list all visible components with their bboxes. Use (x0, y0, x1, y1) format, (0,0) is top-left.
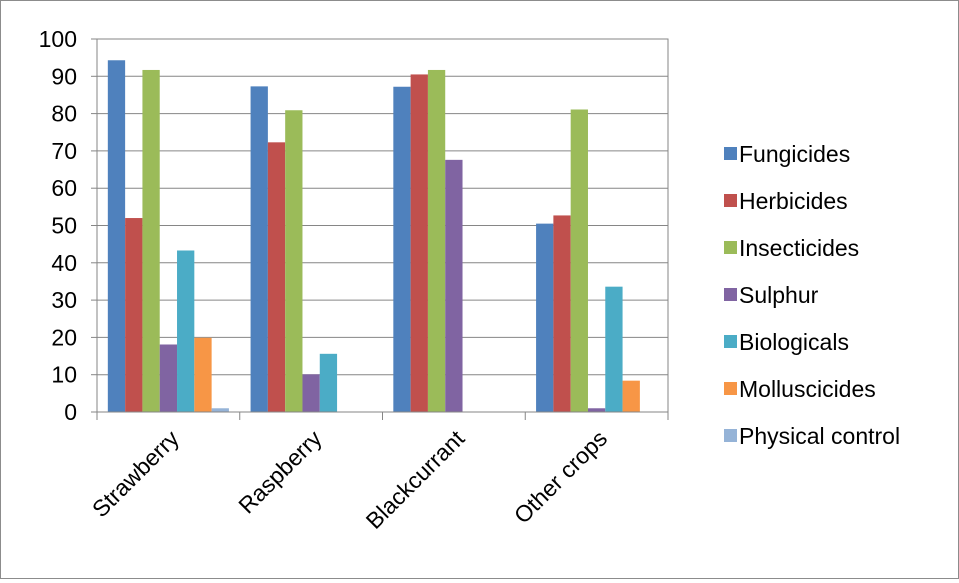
bar-insecticides-blackcurrant (427, 69, 446, 413)
legend-swatch-molluscicides (724, 382, 737, 395)
bar-biologicals-strawberry (177, 250, 195, 412)
y-tick-label-30: 30 (51, 287, 77, 313)
legend-swatch-fungicides (724, 147, 737, 160)
legend-label-biologicals: Biologicals (739, 329, 849, 355)
bar-herbicides-strawberry (125, 218, 143, 412)
legend-swatch-physical-control (724, 429, 737, 442)
y-tick-label-60: 60 (51, 175, 77, 201)
bar-insecticides-strawberry (142, 69, 160, 413)
bar-herbicides-blackcurrant (410, 74, 428, 412)
legend: Fungicides Herbicides Insecticides Sulphur B… (724, 141, 900, 449)
y-tick-label-0: 0 (64, 399, 77, 425)
legend-label-physical-control: Physical control (739, 423, 900, 449)
x-category-label: Raspberry (233, 425, 327, 519)
bar-sulphur-blackcurrant (445, 159, 463, 412)
legend-label-fungicides: Fungicides (739, 141, 850, 167)
legend-swatch-sulphur (724, 288, 737, 301)
x-category-label: Other crops (509, 425, 612, 528)
bar-sulphur-other-crops (587, 408, 606, 412)
legend-label-herbicides: Herbicides (739, 188, 848, 214)
y-tick-label-80: 80 (51, 101, 77, 127)
bar-fungicides-blackcurrant (393, 86, 411, 412)
legend-swatch-biologicals (724, 335, 737, 348)
y-tick-label-70: 70 (51, 138, 77, 164)
bars (107, 60, 640, 413)
bar-fungicides-strawberry (107, 60, 126, 413)
bar-fungicides-other-crops (536, 223, 554, 412)
bar-physical-control-strawberry (211, 408, 229, 412)
y-tick-label-40: 40 (51, 250, 77, 276)
legend-swatch-herbicides (724, 194, 737, 207)
bar-insecticides-raspberry (285, 110, 303, 413)
legend-swatch-insecticides (724, 241, 737, 254)
x-category-label: Strawberry (87, 425, 184, 522)
bar-biologicals-raspberry (319, 353, 338, 412)
legend-label-molluscicides: Molluscicides (739, 376, 876, 402)
bar-sulphur-raspberry (302, 374, 320, 412)
y-tick-label-90: 90 (51, 63, 77, 89)
y-tick-label-50: 50 (51, 213, 77, 239)
bar-herbicides-raspberry (267, 142, 286, 413)
bar-molluscicides-other-crops (622, 380, 640, 412)
legend-label-insecticides: Insecticides (739, 235, 859, 261)
bar-herbicides-other-crops (553, 215, 571, 412)
bar-insecticides-other-crops (570, 109, 588, 412)
y-tick-label-100: 100 (39, 26, 77, 52)
bar-sulphur-strawberry (159, 344, 178, 412)
bar-biologicals-other-crops (605, 286, 623, 412)
y-tick-label-20: 20 (51, 324, 77, 350)
x-category-label: Blackcurrant (361, 425, 470, 534)
legend-label-sulphur: Sulphur (739, 282, 819, 308)
y-tick-label-10: 10 (51, 362, 77, 388)
bar-fungicides-raspberry (250, 86, 268, 412)
bar-molluscicides-strawberry (194, 337, 212, 412)
